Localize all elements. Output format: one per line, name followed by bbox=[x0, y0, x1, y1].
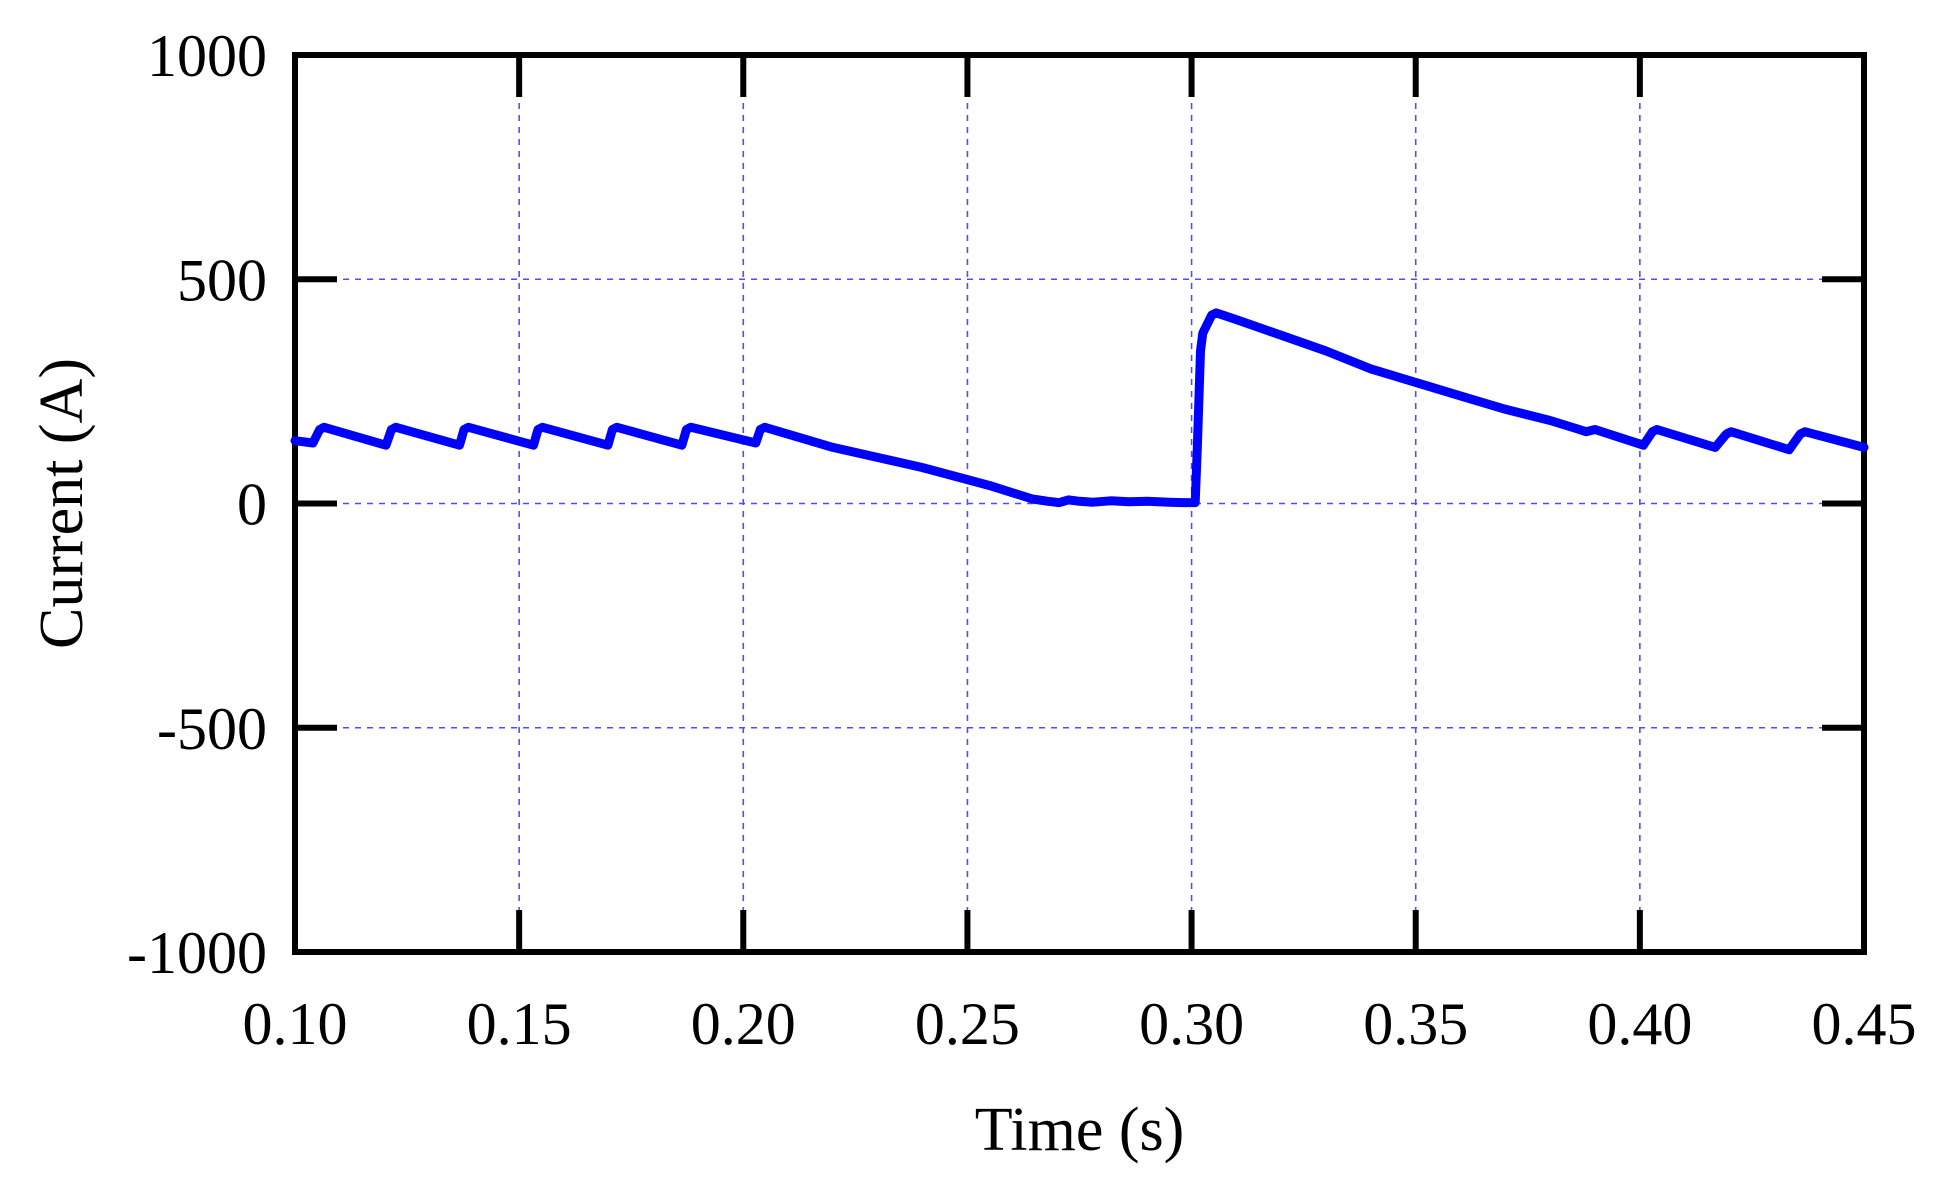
y-tick-label: -1000 bbox=[127, 920, 267, 986]
tick-marks bbox=[295, 55, 1864, 952]
y-tick-labels: 1000 500 0 -500 -1000 bbox=[127, 23, 267, 986]
x-tick-label: 0.35 bbox=[1363, 991, 1468, 1057]
y-tick-label: 1000 bbox=[147, 23, 267, 89]
y-axis-title: Current (A) bbox=[28, 358, 96, 649]
x-tick-label: 0.40 bbox=[1587, 991, 1692, 1057]
x-tick-label: 0.15 bbox=[467, 991, 572, 1057]
x-tick-labels: 0.10 0.15 0.20 0.25 0.30 0.35 0.40 0.45 bbox=[243, 991, 1917, 1057]
y-tick-label: 0 bbox=[237, 472, 267, 538]
plot-frame bbox=[292, 52, 1867, 955]
series-line-current bbox=[290, 308, 1869, 508]
x-tick-label: 0.10 bbox=[243, 991, 348, 1057]
x-tick-label: 0.20 bbox=[691, 991, 796, 1057]
x-tick-label: 0.30 bbox=[1139, 991, 1244, 1057]
x-axis-title: Time (s) bbox=[975, 1096, 1185, 1164]
y-tick-label: 500 bbox=[177, 247, 267, 313]
y-tick-label: -500 bbox=[157, 696, 267, 762]
x-tick-label: 0.25 bbox=[915, 991, 1020, 1057]
x-tick-label: 0.45 bbox=[1812, 991, 1917, 1057]
